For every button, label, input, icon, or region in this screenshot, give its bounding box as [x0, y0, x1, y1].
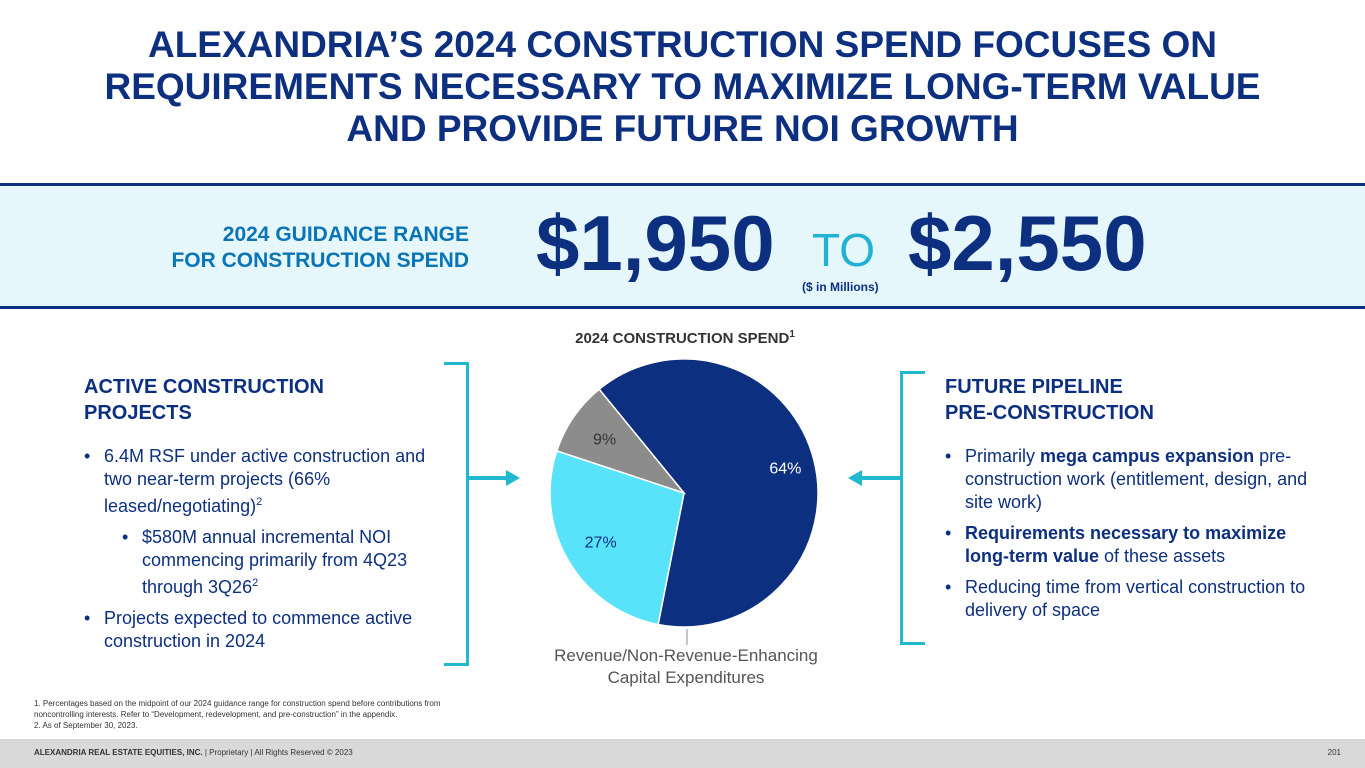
footer-rights: | Proprietary | All Rights Reserved © 20…	[202, 748, 353, 757]
list-item: $580M annual incremental NOI commencing …	[122, 526, 444, 599]
slice-active-construction	[598, 358, 819, 628]
footnote-ref: 2	[256, 496, 263, 508]
future-heading-line-2: PRE-CONSTRUCTION	[945, 402, 1154, 424]
left-arrow-icon	[848, 470, 902, 486]
page-title: ALEXANDRIA’S 2024 CONSTRUCTION SPEND FOC…	[0, 24, 1365, 150]
pie-data-label: 9%	[593, 431, 616, 448]
list-item: Projects expected to commence active con…	[84, 607, 444, 653]
bullet-bold: Requirements necessary to maximize long-…	[965, 523, 1287, 566]
right-arrow-icon	[466, 470, 520, 486]
slice-capex	[555, 388, 687, 495]
footnote-1-cont: noncontrolling interests. Refer to “Deve…	[34, 710, 398, 719]
active-construction-heading: ACTIVE CONSTRUCTION PROJECTS	[84, 374, 324, 426]
chart-title: 2024 CONSTRUCTION SPEND1	[560, 329, 810, 347]
capex-callout-line-2: Capital Expenditures	[607, 668, 765, 687]
list-item: Requirements necessary to maximize long-…	[945, 522, 1315, 568]
capex-callout-line-1: Revenue/Non-Revenue-Enhancing	[554, 646, 818, 665]
construction-spend-pie-chart: 64% 27% 9%	[549, 358, 819, 645]
active-heading-line-1: ACTIVE CONSTRUCTION	[84, 376, 324, 398]
guidance-high: $2,550	[908, 199, 1147, 287]
bullet-text: Reducing time from vertical construction…	[965, 577, 1306, 620]
guidance-label: 2024 GUIDANCE RANGE FOR CONSTRUCTION SPE…	[171, 222, 469, 274]
footnotes: 1. Percentages based on the midpoint of …	[34, 698, 440, 731]
footnote-2: 2. As of September 30, 2023.	[34, 721, 138, 730]
future-pipeline-heading: FUTURE PIPELINE PRE-CONSTRUCTION	[945, 374, 1154, 426]
bullet-text: $580M annual incremental NOI commencing …	[142, 527, 408, 597]
title-line-2: REQUIREMENTS NECESSARY TO MAXIMIZE LONG-…	[104, 66, 1261, 107]
bullet-text: Projects expected to commence active con…	[104, 608, 413, 651]
bullet-text: of these assets	[1099, 546, 1226, 566]
title-line-1: ALEXANDRIA’S 2024 CONSTRUCTION SPEND FOC…	[147, 24, 1218, 65]
list-item: Reducing time from vertical construction…	[945, 576, 1315, 622]
guidance-to: TO	[812, 224, 876, 276]
active-heading-line-2: PROJECTS	[84, 402, 192, 424]
footer-copyright: ALEXANDRIA REAL ESTATE EQUITIES, INC. | …	[34, 748, 353, 757]
pie-data-label: 64%	[769, 461, 801, 478]
footnote-1: 1. Percentages based on the midpoint of …	[34, 699, 441, 708]
page-number: 201	[1327, 748, 1341, 757]
active-construction-list: 6.4M RSF under active construction and t…	[84, 445, 444, 661]
guidance-label-line-2: FOR CONSTRUCTION SPEND	[171, 249, 469, 272]
guidance-low: $1,950	[536, 199, 775, 287]
bullet-bold: mega campus expansion	[1040, 446, 1255, 466]
chart-title-text: 2024 CONSTRUCTION SPEND	[575, 330, 790, 347]
chart-title-footnote: 1	[789, 329, 795, 340]
guidance-units: ($ in Millions)	[802, 280, 879, 294]
right-bracket	[900, 371, 925, 645]
title-line-3: AND PROVIDE FUTURE NOI GROWTH	[346, 108, 1019, 149]
capex-callout: Revenue/Non-Revenue-Enhancing Capital Ex…	[530, 645, 842, 689]
list-item: 6.4M RSF under active construction and t…	[84, 445, 444, 518]
guidance-band: 2024 GUIDANCE RANGE FOR CONSTRUCTION SPE…	[0, 183, 1365, 309]
bullet-text: pre-construction work (entitlement, desi…	[965, 446, 1308, 512]
bullet-text: Primarily	[965, 446, 1040, 466]
slice-future-pipeline	[549, 449, 685, 626]
footer-company: ALEXANDRIA REAL ESTATE EQUITIES, INC.	[34, 748, 203, 757]
list-item: Primarily mega campus expansion pre-cons…	[945, 445, 1315, 514]
bullet-text: 6.4M RSF under active construction and t…	[104, 446, 426, 516]
guidance-label-line-1: 2024 GUIDANCE RANGE	[222, 223, 469, 246]
footer-bar: ALEXANDRIA REAL ESTATE EQUITIES, INC. | …	[0, 739, 1365, 768]
pie-data-label: 27%	[585, 535, 617, 552]
footnote-ref: 2	[252, 577, 259, 589]
left-bracket	[444, 362, 469, 666]
future-heading-line-1: FUTURE PIPELINE	[945, 376, 1123, 398]
future-pipeline-list: Primarily mega campus expansion pre-cons…	[945, 445, 1315, 630]
